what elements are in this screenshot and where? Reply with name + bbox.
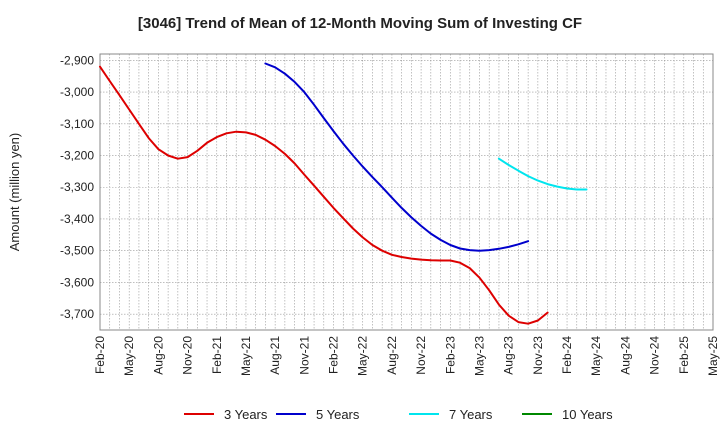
y-tick-label: -2,900 [60,53,94,67]
x-tick-label: Feb-25 [677,336,691,374]
x-tick-label: Feb-23 [443,336,457,374]
y-axis-label: Amount (million yen) [7,133,22,252]
legend-label: 3 Years [224,407,268,422]
x-tick-label: Feb-22 [327,336,341,374]
y-tick-label: -3,600 [60,275,94,289]
x-tick-label: Aug-23 [502,336,516,375]
x-tick-label: May-24 [589,336,603,376]
y-tick-label: -3,100 [60,117,94,131]
series-line-5-years [264,62,530,252]
series-line-3-years [99,65,549,325]
legend-label: 7 Years [449,407,493,422]
x-tick-label: Feb-20 [93,336,107,374]
legend: 3 Years 5 Years 7 Years 10 Years [184,407,613,422]
y-tick-label: -3,700 [60,307,94,321]
grid [100,54,713,330]
x-tick-label: Aug-24 [618,336,632,375]
x-tick-label: Nov-24 [648,336,662,375]
plot-area [99,53,714,331]
x-tick-label: Nov-20 [181,336,195,375]
legend-label: 5 Years [316,407,360,422]
x-tick-label: Nov-22 [414,336,428,375]
y-tick-label: -3,400 [60,212,94,226]
y-tick-label: -3,300 [60,180,94,194]
chart-title: [3046] Trend of Mean of 12-Month Moving … [138,15,582,32]
y-axis: -2,900 -3,000 -3,100 -3,200 -3,300 -3,400 -3,5… [60,53,94,321]
x-tick-label: Nov-21 [297,336,311,375]
x-tick-label: May-20 [122,336,136,376]
y-tick-label: -3,500 [60,244,94,258]
y-tick-label: -3,200 [60,149,94,163]
x-tick-label: May-25 [706,336,720,376]
x-tick-label: May-21 [239,336,253,376]
x-tick-label: Feb-21 [210,336,224,374]
x-tick-label: Aug-22 [385,336,399,375]
x-axis: Feb-20 May-20 Aug-20 Nov-20 Feb-21 May-21 Aug-… [93,336,720,376]
y-tick-label: -3,000 [60,85,94,99]
x-tick-label: Feb-24 [560,336,574,374]
x-tick-label: Nov-23 [531,336,545,375]
x-tick-label: May-22 [356,336,370,376]
series-line-7-years [497,157,588,191]
legend-label: 10 Years [562,407,613,422]
x-tick-label: Aug-21 [268,336,282,375]
x-tick-label: Aug-20 [151,336,165,375]
series-layer [99,62,588,325]
x-tick-label: May-23 [472,336,486,376]
